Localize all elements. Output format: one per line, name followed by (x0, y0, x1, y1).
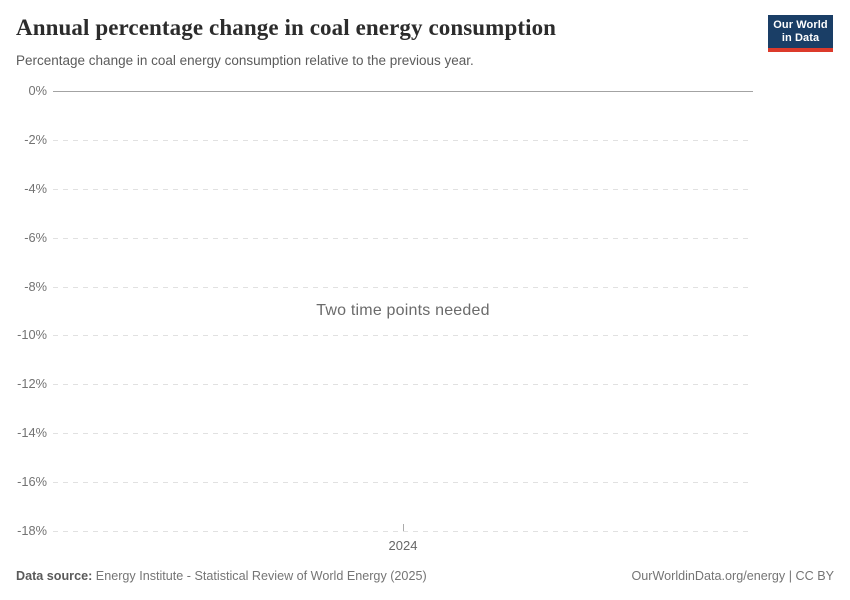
y-axis-tick-label: -18% (17, 523, 47, 538)
y-axis-tick-label: -6% (24, 230, 47, 245)
x-axis-tick (403, 524, 404, 532)
x-axis-tick-label: 2024 (388, 538, 418, 553)
y-axis-tick-label: -4% (24, 181, 47, 196)
gridline (53, 287, 753, 288)
y-axis-tick-label: -12% (17, 376, 47, 391)
gridline (53, 238, 753, 239)
chart-footer: Data source: Energy Institute - Statisti… (16, 569, 834, 584)
owid-logo-box: Our World in Data (768, 15, 833, 48)
gridline (53, 482, 753, 483)
chart-subtitle: Percentage change in coal energy consump… (16, 53, 474, 68)
y-axis-tick-label: -14% (17, 425, 47, 440)
gridline (53, 189, 753, 190)
owid-logo: Our World in Data (768, 15, 833, 52)
gridline (53, 433, 753, 434)
owid-logo-line1: Our World (773, 19, 828, 31)
y-axis-tick-label: -16% (17, 474, 47, 489)
y-axis-tick-label: -8% (24, 279, 47, 294)
license-link[interactable]: OurWorldinData.org/energy | CC BY (631, 569, 834, 583)
owid-logo-line2: in Data (781, 31, 820, 44)
zero-gridline (53, 91, 753, 92)
gridline (53, 384, 753, 385)
owid-logo-stripe (768, 48, 833, 52)
gridline (53, 140, 753, 141)
data-source: Data source: Energy Institute - Statisti… (16, 569, 427, 584)
gridline (53, 335, 753, 336)
chart-title: Annual percentage change in coal energy … (16, 15, 557, 40)
gridline (53, 531, 753, 532)
y-axis-tick-label: -2% (24, 132, 47, 147)
data-source-text: Energy Institute - Statistical Review of… (92, 569, 427, 583)
data-source-label: Data source: (16, 569, 93, 583)
empty-state-message: Two time points needed (316, 302, 490, 319)
y-axis-tick-label: 0% (28, 83, 48, 98)
y-axis-tick-label: -10% (17, 327, 47, 342)
